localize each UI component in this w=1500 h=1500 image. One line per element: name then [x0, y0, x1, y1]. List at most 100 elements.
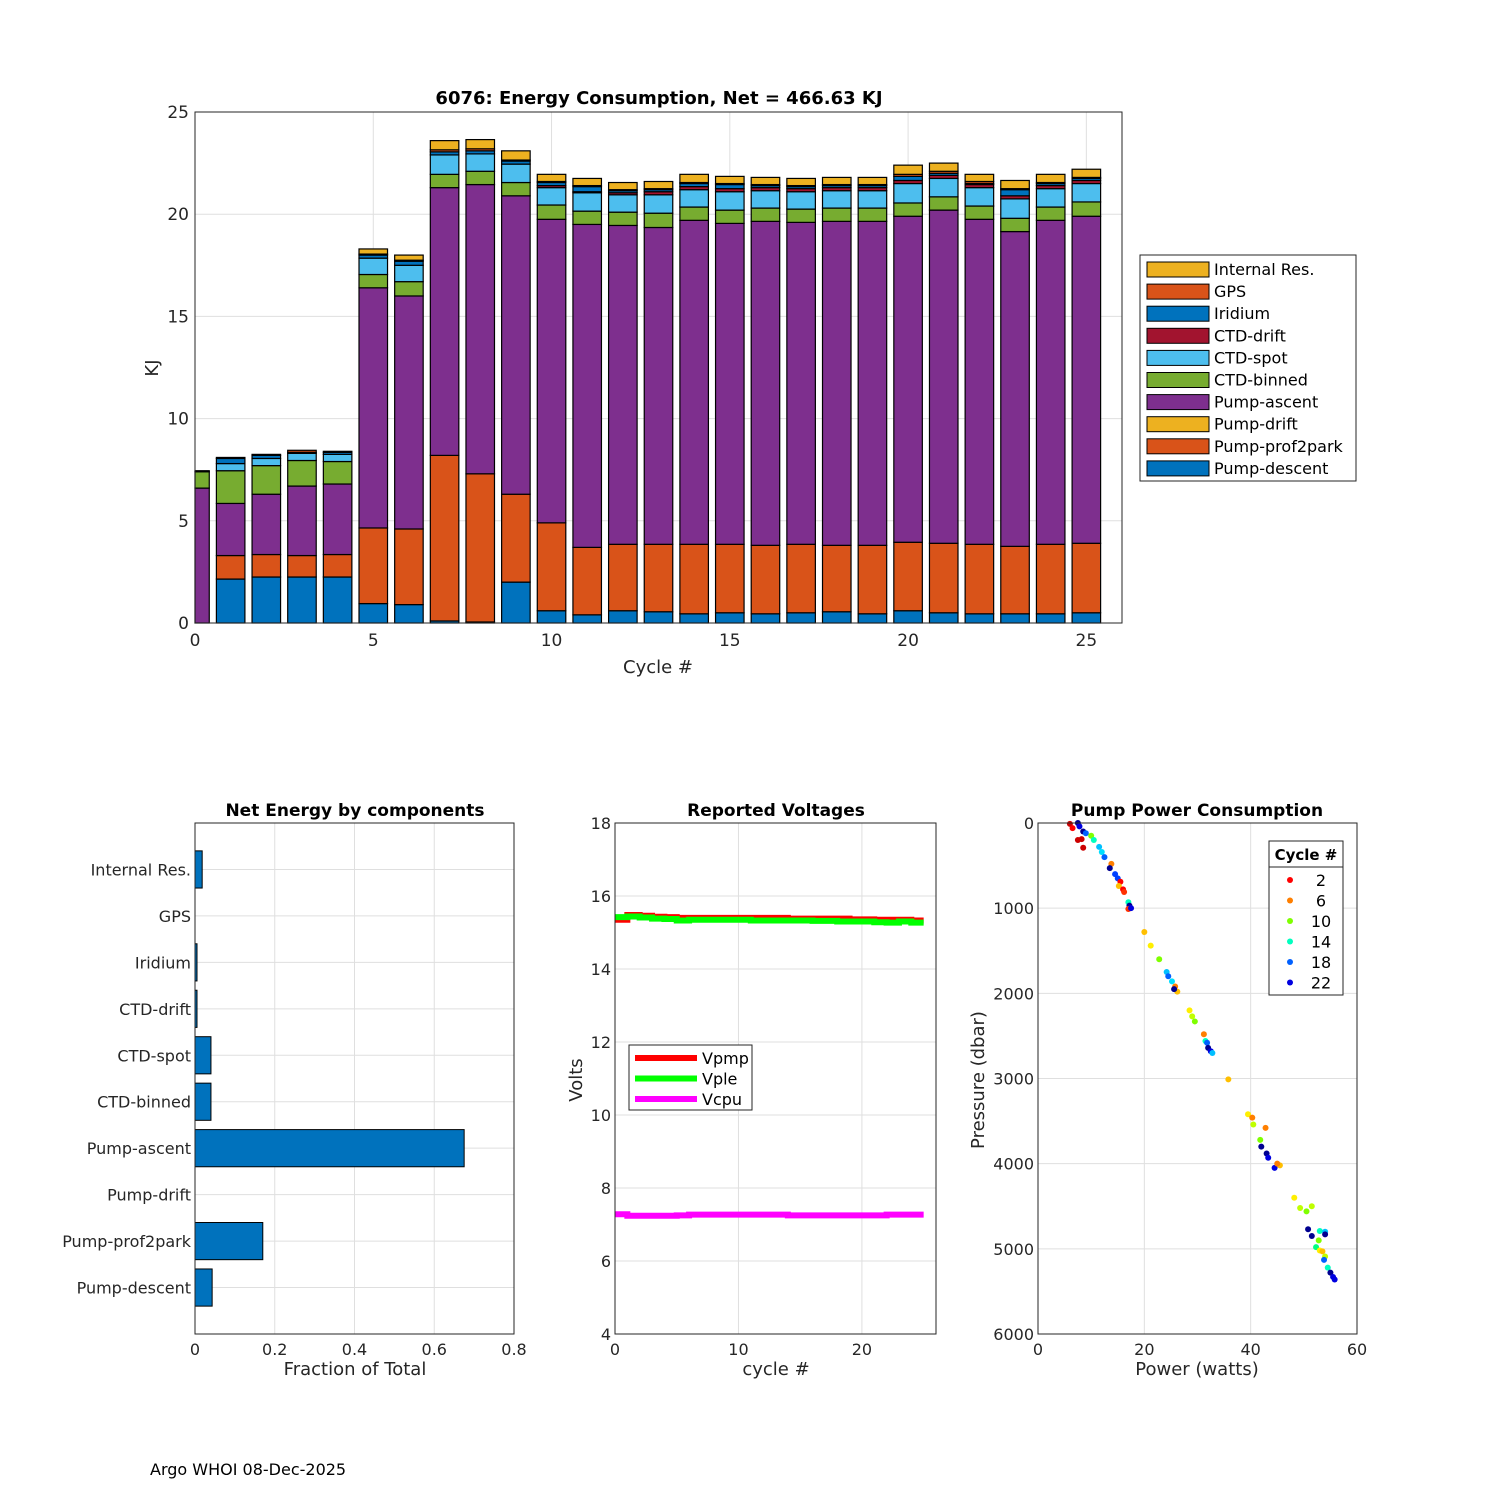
legend-marker: [1287, 918, 1293, 924]
bar-segment-pump-prof2park: [643, 543, 674, 613]
bar-segment-pump-prof2park: [322, 553, 353, 578]
y-tick-label: 25: [167, 103, 189, 123]
bar-segment-pump-ascent: [821, 220, 852, 546]
bar-segment-ctd-binned: [465, 170, 496, 186]
y-tick-label: 6: [601, 1252, 611, 1271]
legend-swatch: [1146, 305, 1210, 322]
x-tick-label: 20: [1134, 1340, 1154, 1359]
scatter-point: [1147, 942, 1154, 949]
bar-segment-pump-ascent: [750, 220, 781, 546]
y-tick-label: CTD-spot: [117, 1046, 191, 1065]
scatter-point: [1115, 883, 1122, 890]
bar-segment-iridium: [1000, 189, 1030, 197]
x-tick-label: 40: [1240, 1340, 1260, 1359]
bar-segment-ctd-binned: [215, 470, 246, 505]
y-tick-label: CTD-drift: [119, 1000, 191, 1019]
bar-segment-ctd-binned: [821, 207, 852, 222]
bar-segment-ctd-spot: [857, 190, 888, 209]
legend-swatch: [1146, 394, 1210, 411]
bar-segment-internal-res-: [928, 162, 959, 172]
y-axis-label: KJ: [142, 359, 163, 376]
scatter-point: [1265, 1154, 1272, 1161]
bar-segment-pump-descent: [821, 611, 852, 624]
bar-segment-ctd-spot: [1000, 198, 1030, 219]
bar-segment-ctd-spot: [465, 153, 496, 172]
y-tick-label: 10: [591, 1106, 611, 1125]
y-tick-label: Iridium: [135, 953, 191, 972]
bar-segment-ctd-binned: [429, 173, 460, 189]
legend-label: Pump-ascent: [1214, 393, 1318, 412]
bar-segment-internal-res-: [821, 176, 852, 186]
bar-segment-ctd-binned: [194, 471, 210, 489]
bar-segment-pump-ascent: [536, 218, 567, 524]
stacked-bars: [194, 138, 1102, 624]
x-tick-label: 0: [610, 1340, 620, 1359]
bar-segment-pump-descent: [928, 612, 959, 624]
bar-segment-pump-prof2park: [394, 528, 424, 606]
chart-title: Pump Power Consumption: [1071, 801, 1323, 821]
scatter-point: [1106, 865, 1113, 872]
bar-segment-pump-descent: [750, 613, 781, 624]
x-tick-label: 0: [1033, 1340, 1043, 1359]
bar-segment-iridium: [893, 175, 923, 182]
bar-segment-pump-prof2park: [821, 544, 852, 613]
bar-segment-internal-res-: [750, 176, 781, 186]
legend-label: GPS: [1214, 282, 1246, 301]
bar-segment-pump-prof2park: [215, 554, 246, 580]
scatter-point: [1082, 830, 1089, 837]
bar-pump-prof2park: [194, 1222, 264, 1261]
bar-segment-ctd-spot: [536, 187, 567, 206]
x-tick-label: 10: [541, 631, 563, 651]
scatter-point: [1098, 848, 1105, 855]
bar-segment-internal-res-: [394, 254, 424, 261]
bars: [194, 850, 465, 1307]
scatter-point: [1141, 929, 1148, 936]
x-tick-label: 0.2: [262, 1340, 287, 1359]
x-axis-label: Fraction of Total: [284, 1359, 427, 1380]
bar-segment-pump-prof2park: [465, 473, 496, 623]
bar-segment-internal-res-: [643, 180, 674, 190]
scatter-point: [1186, 1007, 1193, 1014]
legend-label: 2: [1316, 871, 1326, 890]
bar-segment-internal-res-: [572, 177, 603, 187]
x-tick-label: 5: [368, 631, 379, 651]
bar-segment-ctd-spot: [928, 177, 959, 198]
bar-segment-ctd-binned: [536, 204, 567, 220]
plot-frame: [614, 822, 937, 1335]
x-tick-label: 60: [1347, 1340, 1367, 1359]
bar-segment-internal-res-: [1071, 168, 1102, 179]
bar-segment-pump-ascent: [1035, 219, 1066, 545]
legend-swatch: [1146, 349, 1210, 366]
scatter-point: [1303, 1208, 1310, 1215]
bar-segment-pump-prof2park: [964, 543, 995, 615]
legend-title: Cycle #: [1275, 846, 1338, 864]
chart-title: Reported Voltages: [687, 801, 865, 821]
bar-segment-pump-prof2park: [679, 543, 710, 615]
bar-segment-ctd-spot: [287, 452, 317, 462]
bar-segment-pump-descent: [358, 602, 389, 624]
bar-segment-pump-prof2park: [251, 553, 282, 578]
legend-label: Vple: [702, 1070, 737, 1089]
legend-swatch: [1146, 327, 1210, 344]
bar-segment-pump-descent: [287, 576, 317, 624]
bar-segment-ctd-binned: [251, 465, 282, 495]
bar-segment-ctd-spot: [358, 257, 389, 276]
bar-segment-gps: [287, 449, 317, 453]
scatter-points: [1066, 820, 1338, 1283]
bar-segment-ctd-binned: [607, 211, 638, 227]
legend-swatch: [1146, 460, 1210, 477]
bar-segment-pump-prof2park: [287, 554, 317, 578]
y-tick-label: 6000: [993, 1325, 1034, 1344]
bar-segment-ctd-spot: [251, 457, 282, 467]
bar-segment-iridium: [572, 186, 603, 193]
bar-segment-ctd-spot: [679, 189, 710, 208]
bar-segment-iridium: [714, 183, 745, 190]
y-tick-label: 5000: [993, 1240, 1034, 1259]
bar-segment-ctd-spot: [1071, 182, 1102, 203]
bar-segment-internal-res-: [607, 181, 638, 191]
bar-segment-pump-ascent: [1000, 230, 1030, 547]
bar-segment-pump-ascent: [1071, 215, 1102, 544]
legend-label: Pump-drift: [1214, 415, 1298, 434]
scatter-point: [1315, 1237, 1322, 1244]
